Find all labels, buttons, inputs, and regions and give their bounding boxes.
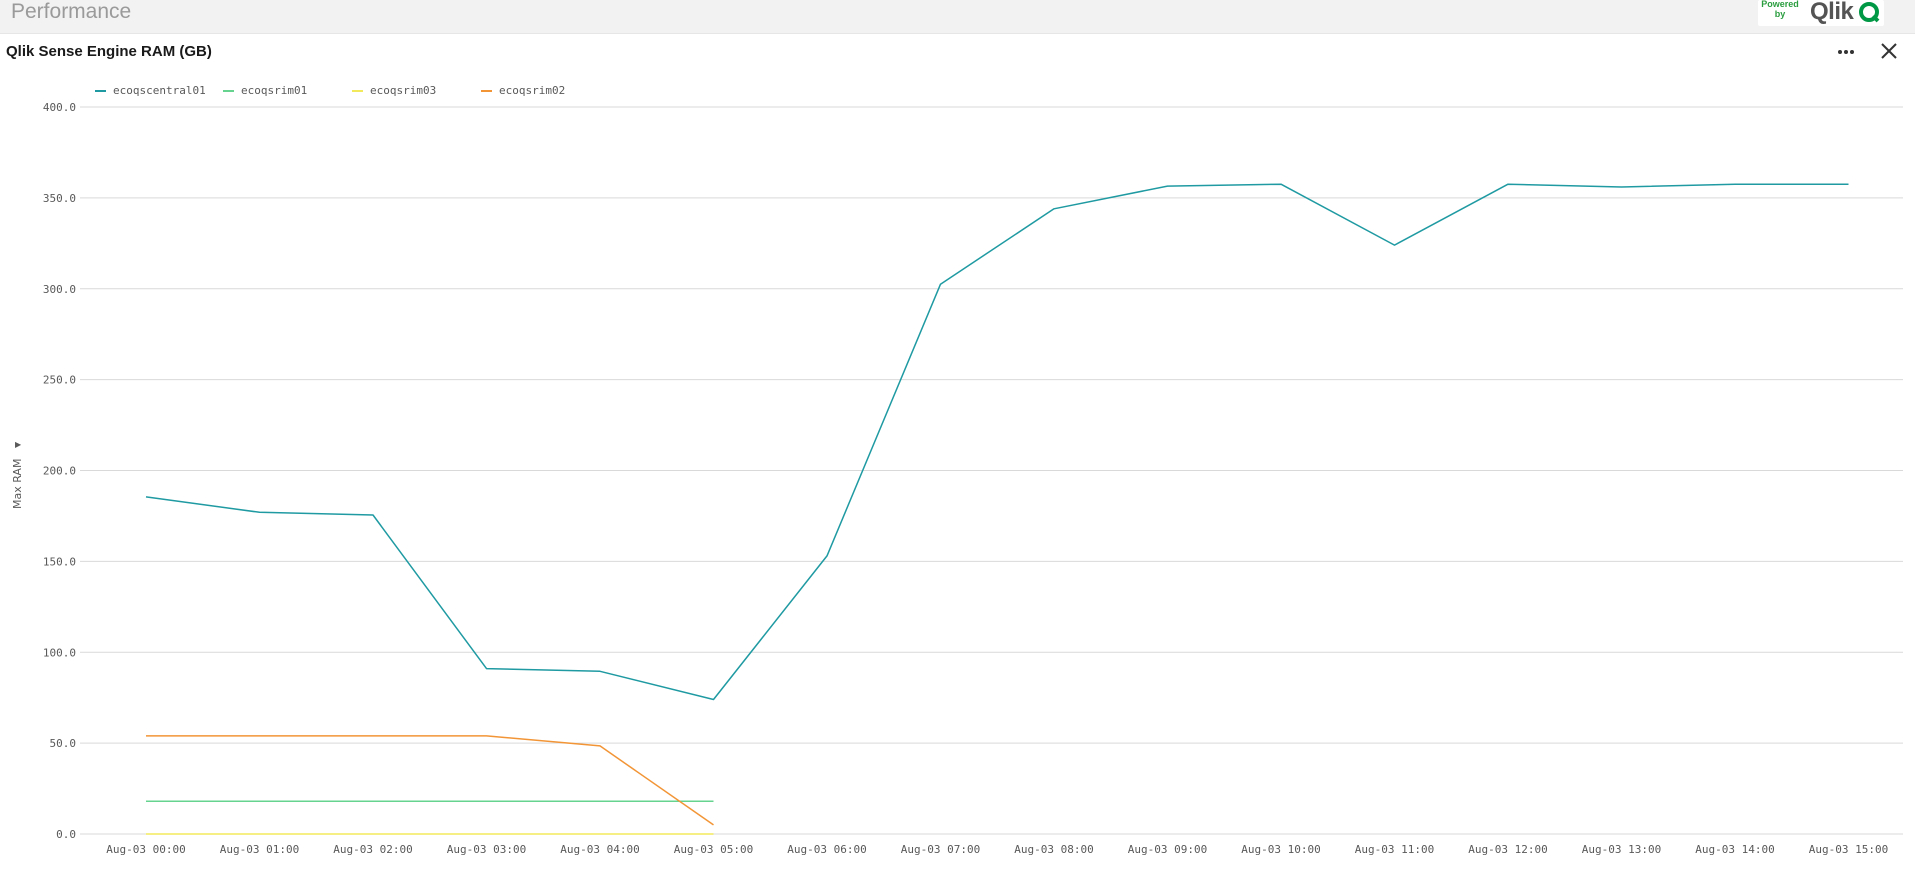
powered-by-label: Powered by xyxy=(1761,0,1799,19)
close-icon xyxy=(1881,43,1897,59)
series-lines xyxy=(145,183,1849,835)
legend-swatch xyxy=(223,90,234,92)
y-tick-label: 200.0 xyxy=(43,465,76,478)
x-tick-label: Aug-03 14:00 xyxy=(1695,843,1774,856)
x-tick-label: Aug-03 12:00 xyxy=(1468,843,1547,856)
legend-swatch xyxy=(95,90,106,92)
y-axis: 0.0 50.0 100.0 150.0 200.0 250.0 300.0 350.0 400… xyxy=(43,101,76,841)
x-tick-label: Aug-03 01:00 xyxy=(220,843,299,856)
x-tick-label: Aug-03 10:00 xyxy=(1241,843,1320,856)
qlik-q-icon xyxy=(1859,2,1880,23)
close-button[interactable] xyxy=(1876,38,1902,64)
legend-label: ecoqscentral01 xyxy=(113,84,206,97)
qlik-wordmark: Qlik xyxy=(1810,0,1854,25)
y-tick-label: 300.0 xyxy=(43,283,76,296)
qlik-brand-logo: Powered by Qlik xyxy=(1758,0,1884,26)
y-tick-label: 350.0 xyxy=(43,192,76,205)
legend-swatch xyxy=(352,90,363,92)
x-tick-label: Aug-03 13:00 xyxy=(1582,843,1661,856)
legend-label: ecoqsrim02 xyxy=(499,84,566,97)
y-tick-label: 0.0 xyxy=(56,828,76,841)
x-tick-label: Aug-03 05:00 xyxy=(674,843,753,856)
app-header: Performance Powered by Qlik xyxy=(0,0,1915,34)
chart-title: Qlik Sense Engine RAM (GB) xyxy=(6,43,212,60)
x-tick-label: Aug-03 03:00 xyxy=(447,843,526,856)
y-tick-label: 50.0 xyxy=(50,737,77,750)
x-tick-label: Aug-03 06:00 xyxy=(787,843,866,856)
y-tick-label: 250.0 xyxy=(43,374,76,387)
app-title: Performance xyxy=(11,0,132,23)
x-tick-label: Aug-03 00:00 xyxy=(106,843,185,856)
x-tick-label: Aug-03 08:00 xyxy=(1014,843,1093,856)
y-tick-label: 400.0 xyxy=(43,101,76,114)
y-axis-title[interactable]: ▶ Max RAM xyxy=(8,437,32,517)
legend-label: ecoqsrim03 xyxy=(370,84,437,97)
legend-swatch xyxy=(481,90,492,92)
x-tick-label: Aug-03 02:00 xyxy=(333,843,412,856)
x-tick-label: Aug-03 04:00 xyxy=(560,843,639,856)
y-tick-label: 150.0 xyxy=(43,555,76,568)
y-tick-label: 100.0 xyxy=(43,646,76,659)
x-tick-label: Aug-03 07:00 xyxy=(901,843,980,856)
x-tick-label: Aug-03 09:00 xyxy=(1128,843,1207,856)
series-line-ecoqsrim02 xyxy=(146,735,714,826)
grid-lines xyxy=(80,106,1903,835)
caret-right-icon: ▶ xyxy=(15,440,22,449)
x-axis: Aug-03 00:00 Aug-03 01:00 Aug-03 02:00 Aug-… xyxy=(106,843,1888,856)
legend-label: ecoqsrim01 xyxy=(241,84,308,97)
x-tick-label: Aug-03 11:00 xyxy=(1355,843,1434,856)
more-horizontal-icon xyxy=(1838,50,1854,54)
more-options-button[interactable] xyxy=(1832,40,1860,64)
x-tick-label: Aug-03 15:00 xyxy=(1809,843,1888,856)
series-line-ecoqscentral01 xyxy=(145,183,1849,701)
